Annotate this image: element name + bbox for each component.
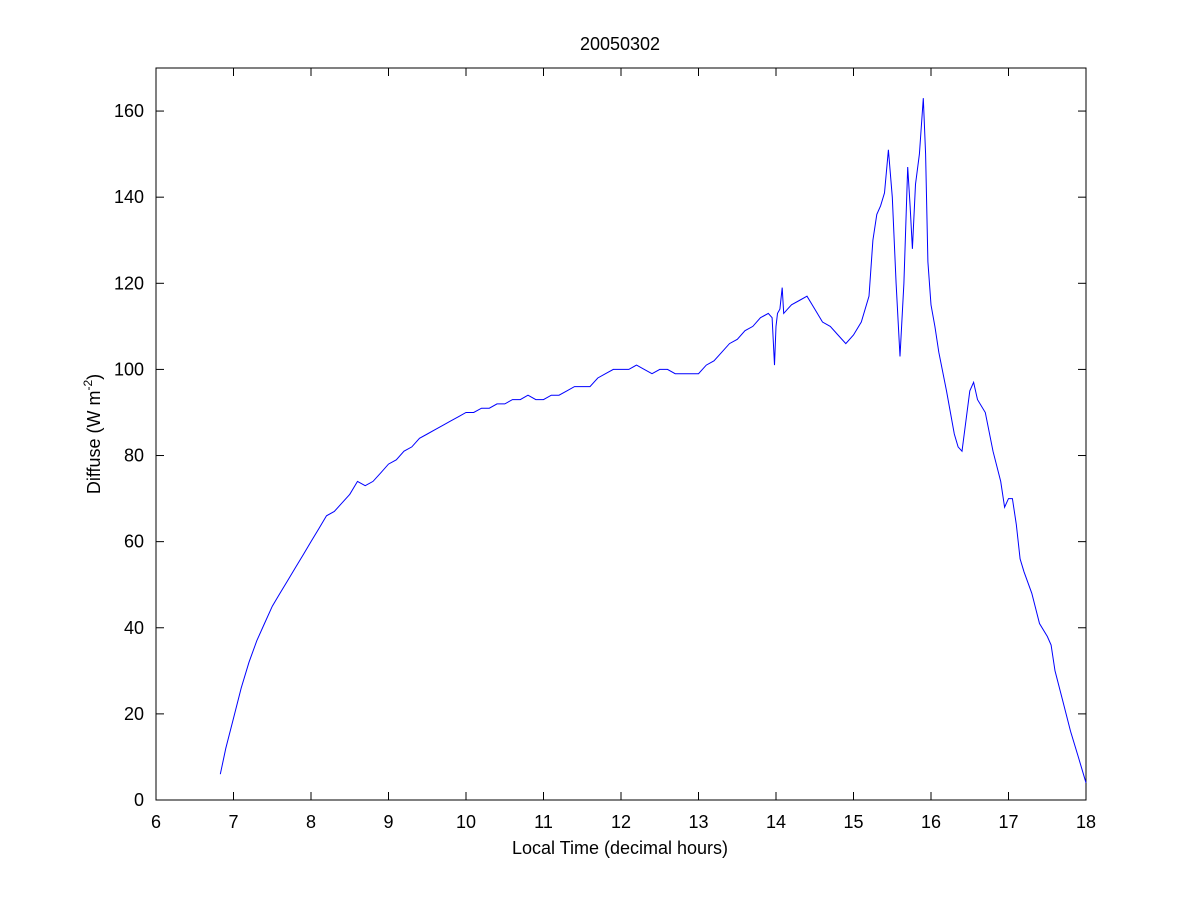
y-tick-label: 100 bbox=[114, 359, 144, 379]
y-tick-label: 0 bbox=[134, 790, 144, 810]
y-axis-ticks: 0 20 40 60 80 100 120 140 160 bbox=[114, 101, 1086, 810]
y-tick-label: 80 bbox=[124, 446, 144, 466]
y-tick-label: 120 bbox=[114, 273, 144, 293]
y-axis-label-superscript: -2 bbox=[81, 379, 95, 390]
x-tick-label: 7 bbox=[228, 812, 238, 832]
x-tick-label: 12 bbox=[611, 812, 631, 832]
x-tick-label: 13 bbox=[688, 812, 708, 832]
x-tick-label: 16 bbox=[921, 812, 941, 832]
x-axis-ticks: 6 7 8 9 10 11 12 13 14 15 16 17 18 bbox=[151, 68, 1096, 832]
x-tick-label: 11 bbox=[534, 812, 553, 832]
y-axis-label-close: ) bbox=[84, 374, 104, 380]
x-tick-label: 14 bbox=[766, 812, 786, 832]
x-tick-label: 15 bbox=[843, 812, 863, 832]
x-tick-label: 10 bbox=[456, 812, 476, 832]
x-tick-label: 17 bbox=[998, 812, 1018, 832]
y-tick-label: 20 bbox=[124, 704, 144, 724]
y-tick-label: 160 bbox=[114, 101, 144, 121]
y-tick-label: 40 bbox=[124, 618, 144, 638]
chart-title: 20050302 bbox=[580, 34, 660, 54]
x-tick-label: 9 bbox=[383, 812, 393, 832]
x-tick-label: 8 bbox=[306, 812, 316, 832]
y-axis-label-main: Diffuse (W m bbox=[84, 390, 104, 494]
series-line-diffuse bbox=[219, 98, 1087, 783]
plot-frame bbox=[155, 67, 1087, 801]
x-tick-label: 18 bbox=[1076, 812, 1096, 832]
y-tick-label: 140 bbox=[114, 187, 144, 207]
x-tick-label: 6 bbox=[151, 812, 161, 832]
plot-area: 6 7 8 9 10 11 12 13 14 15 16 17 18 0 20 40 60 80 100 120 14… bbox=[114, 67, 1096, 832]
y-axis-label: Diffuse (W m-2) bbox=[81, 374, 104, 494]
y-tick-label: 60 bbox=[124, 532, 144, 552]
x-axis-label: Local Time (decimal hours) bbox=[512, 838, 728, 858]
